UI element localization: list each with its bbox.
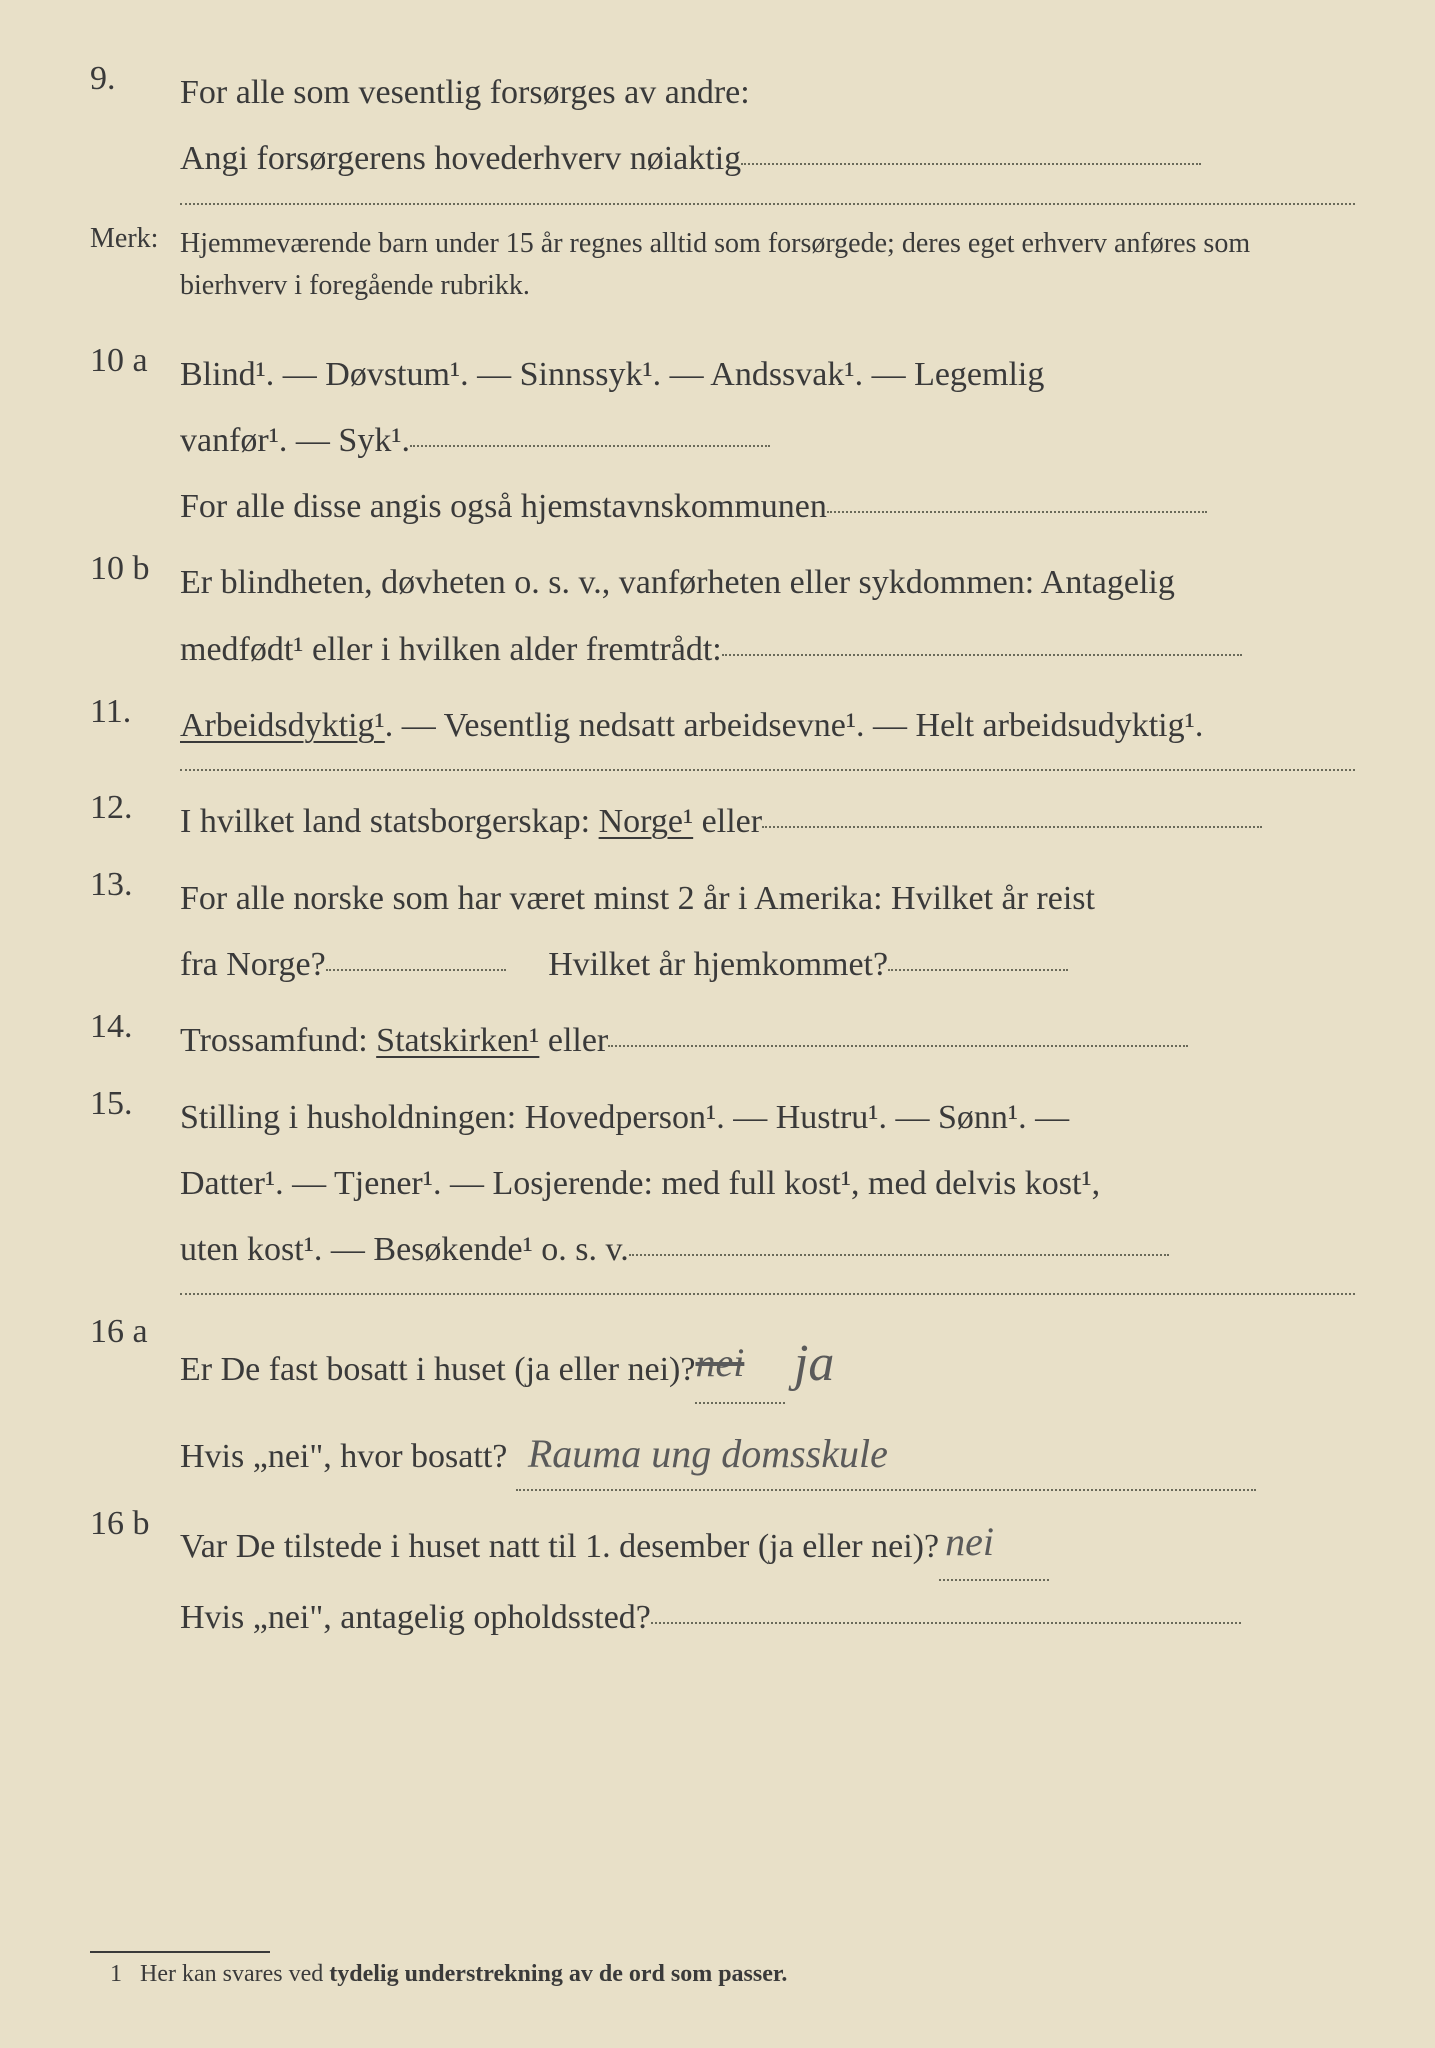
q16a-line2: Hvis „nei", hvor bosatt? Rauma ung domss… (180, 1415, 1355, 1495)
q10b-line2-text: medfødt¹ eller i hvilken alder fremtrådt… (180, 631, 722, 668)
q16b-number: 16 b (90, 1505, 180, 1543)
q16a-line1: Er De fast bosatt i huset (ja eller nei)… (180, 1313, 1355, 1414)
q12-number: 12. (90, 789, 180, 827)
q9-body: For alle som vesentlig forsørges av andr… (180, 60, 1355, 193)
q14-text-a: Trossamfund: (180, 1022, 376, 1059)
footnote-block: 1 Her kan svares ved tydelig understrekn… (0, 1891, 1435, 1988)
q16b-line1: Var De tilstede i huset natt til 1. dese… (180, 1505, 1355, 1585)
question-16a: 16 a Er De fast bosatt i huset (ja eller… (90, 1313, 1355, 1494)
q9-fill-line[interactable] (741, 163, 1201, 165)
q13-line2-b: Hvilket år hjemkommet? (548, 946, 888, 983)
q16a-l1-text: Er De fast bosatt i huset (ja eller nei)… (180, 1351, 695, 1388)
q16b-l2-text: Hvis „nei", antagelig opholdssted? (180, 1599, 651, 1636)
q15-line1: Stilling i husholdningen: Hovedperson¹. … (180, 1085, 1355, 1151)
q15-line3: uten kost¹. — Besøkende¹ o. s. v. (180, 1217, 1355, 1283)
q11-underlined: Arbeidsdyktig¹ (180, 707, 385, 744)
q12-underlined: Norge¹ (599, 803, 694, 840)
q16b-hand-answer: nei (939, 1519, 994, 1564)
q10a-line2: vanfør¹. — Syk¹. (180, 408, 1355, 474)
q16a-body: Er De fast bosatt i huset (ja eller nei)… (180, 1313, 1355, 1494)
q13-line2: fra Norge? Hvilket år hjemkommet? (180, 932, 1355, 998)
question-15: 15. Stilling i husholdningen: Hovedperso… (90, 1085, 1355, 1284)
q16a-hand-answer: ja (794, 1335, 834, 1392)
question-10a: 10 a Blind¹. — Døvstum¹. — Sinnssyk¹. — … (90, 342, 1355, 541)
q16a-hand-strike: nei (695, 1340, 744, 1385)
q11-continuation-line[interactable] (180, 769, 1355, 771)
question-11: 11. Arbeidsdyktig¹. — Vesentlig nedsatt … (90, 693, 1355, 759)
q14-number: 14. (90, 1008, 180, 1046)
q10a-number: 10 a (90, 342, 180, 380)
q12-fill-line[interactable] (762, 826, 1262, 828)
q12-text-a: I hvilket land statsborgerskap: (180, 803, 599, 840)
q15-body: Stilling i husholdningen: Hovedperson¹. … (180, 1085, 1355, 1284)
question-10b: 10 b Er blindheten, døvheten o. s. v., v… (90, 550, 1355, 683)
q10a-body: Blind¹. — Døvstum¹. — Sinnssyk¹. — Andss… (180, 342, 1355, 541)
q10a-kommune-line[interactable] (827, 511, 1207, 513)
footnote-b: tydelig understrekning av de ord som pas… (329, 1961, 787, 1987)
question-12: 12. I hvilket land statsborgerskap: Norg… (90, 789, 1355, 855)
merk-note: Merk: Hjemmeværende barn under 15 år reg… (90, 223, 1355, 332)
footnote-marker: 1 (110, 1961, 122, 1987)
q14-text-c: eller (539, 1022, 608, 1059)
footnote-text: 1 Her kan svares ved tydelig understrekn… (110, 1961, 1435, 1988)
question-14: 14. Trossamfund: Statskirken¹ eller (90, 1008, 1355, 1074)
q16b-answer-line[interactable]: nei (939, 1501, 1049, 1581)
q13-line2-a: fra Norge? (180, 946, 326, 983)
q16b-where-line[interactable] (651, 1622, 1241, 1624)
q16b-l1-text: Var De tilstede i huset natt til 1. dese… (180, 1528, 939, 1565)
q11-rest: . — Vesentlig nedsatt arbeidsevne¹. — He… (385, 707, 1204, 744)
q9-number: 9. (90, 60, 180, 98)
question-9: 9. For alle som vesentlig forsørges av a… (90, 60, 1355, 193)
q16a-answer-line[interactable]: nei (695, 1324, 785, 1404)
q10a-line3: For alle disse angis også hjemstavnskomm… (180, 474, 1355, 540)
q9-line1: For alle som vesentlig forsørges av andr… (180, 60, 1355, 126)
q14-body: Trossamfund: Statskirken¹ eller (180, 1008, 1355, 1074)
question-16b: 16 b Var De tilstede i huset natt til 1.… (90, 1505, 1355, 1651)
q12-body: I hvilket land statsborgerskap: Norge¹ e… (180, 789, 1355, 855)
q12-line: I hvilket land statsborgerskap: Norge¹ e… (180, 789, 1355, 855)
q10b-line2: medfødt¹ eller i hvilken alder fremtrådt… (180, 617, 1355, 683)
footnote-rule (90, 1951, 270, 1953)
q16b-body: Var De tilstede i huset natt til 1. dese… (180, 1505, 1355, 1651)
q14-fill-line[interactable] (608, 1045, 1188, 1047)
q13-number: 13. (90, 866, 180, 904)
q10b-fill-line[interactable] (722, 654, 1242, 656)
q13-year-return-line[interactable] (888, 969, 1068, 971)
q11-line: Arbeidsdyktig¹. — Vesentlig nedsatt arbe… (180, 693, 1355, 759)
q13-body: For alle norske som har været minst 2 år… (180, 866, 1355, 999)
q15-fill-line[interactable] (629, 1254, 1169, 1256)
q15-line3-text: uten kost¹. — Besøkende¹ o. s. v. (180, 1231, 629, 1268)
q13-line1: For alle norske som har været minst 2 år… (180, 866, 1355, 932)
question-13: 13. For alle norske som har været minst … (90, 866, 1355, 999)
q16b-line2: Hvis „nei", antagelig opholdssted? (180, 1585, 1355, 1651)
q14-line: Trossamfund: Statskirken¹ eller (180, 1008, 1355, 1074)
q12-text-c: eller (693, 803, 762, 840)
q9-line2-text: Angi forsørgerens hovederhverv nøiaktig (180, 140, 741, 177)
q10a-line3-text: For alle disse angis også hjemstavnskomm… (180, 488, 827, 525)
q14-underlined: Statskirken¹ (376, 1022, 539, 1059)
q10b-body: Er blindheten, døvheten o. s. v., vanfør… (180, 550, 1355, 683)
merk-label: Merk: (90, 223, 180, 255)
q11-number: 11. (90, 693, 180, 731)
q16a-number: 16 a (90, 1313, 180, 1351)
footnote-a: Her kan svares ved (140, 1961, 329, 1987)
q10a-line1: Blind¹. — Døvstum¹. — Sinnssyk¹. — Andss… (180, 342, 1355, 408)
q13-year-left-line[interactable] (326, 969, 506, 971)
merk-text: Hjemmeværende barn under 15 år regnes al… (180, 223, 1355, 307)
census-form-page: 9. For alle som vesentlig forsørges av a… (0, 0, 1435, 2048)
q15-number: 15. (90, 1085, 180, 1123)
q10a-syk-line[interactable] (410, 445, 770, 447)
q10b-line1: Er blindheten, døvheten o. s. v., vanfør… (180, 550, 1355, 616)
q16a-hand-where: Rauma ung domsskule (516, 1431, 888, 1476)
q11-body: Arbeidsdyktig¹. — Vesentlig nedsatt arbe… (180, 693, 1355, 759)
q10a-line2-text: vanfør¹. — Syk¹. (180, 422, 410, 459)
q16a-l2-text: Hvis „nei", hvor bosatt? (180, 1438, 507, 1475)
q15-line2: Datter¹. — Tjener¹. — Losjerende: med fu… (180, 1151, 1355, 1217)
q9-line2: Angi forsørgerens hovederhverv nøiaktig (180, 126, 1355, 192)
q9-continuation-line[interactable] (180, 203, 1355, 205)
q10b-number: 10 b (90, 550, 180, 588)
q15-continuation-line[interactable] (180, 1293, 1355, 1295)
q16a-where-line[interactable]: Rauma ung domsskule (516, 1411, 1256, 1491)
